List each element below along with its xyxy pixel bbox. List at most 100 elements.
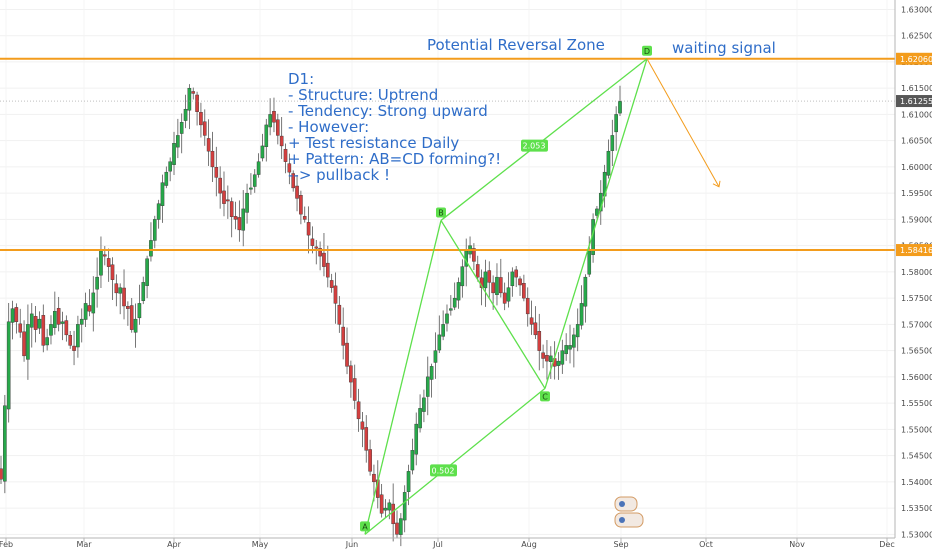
candle — [433, 332, 438, 379]
candle-body — [302, 216, 307, 220]
candle — [276, 113, 280, 145]
note-line-1: D1: — [288, 70, 314, 88]
candle-body — [137, 303, 142, 319]
price-tick-label: 1.54000 — [901, 478, 932, 487]
ratio-label-1: 2.053 — [523, 142, 546, 151]
price-tick-label: 1.56000 — [901, 373, 932, 382]
level-price-tag-2 — [896, 244, 932, 257]
candle — [356, 388, 361, 432]
ratio-badge-2[interactable] — [430, 464, 457, 477]
candle — [45, 328, 49, 351]
candle — [618, 85, 622, 117]
candle — [310, 226, 315, 254]
candle — [164, 166, 169, 189]
candle-body — [587, 250, 592, 275]
candle-body — [445, 313, 449, 324]
note-line-7: --> pullback ! — [288, 166, 390, 184]
candle-body — [533, 322, 538, 336]
candle — [264, 118, 269, 162]
candle-body — [83, 303, 88, 320]
point-c-marker[interactable] — [540, 391, 550, 402]
candle — [606, 139, 611, 179]
candle-body — [491, 282, 495, 294]
candle-body — [160, 182, 165, 206]
ratio-label-2: 0.502 — [432, 466, 455, 475]
candle-body — [206, 138, 211, 152]
candle — [572, 327, 576, 368]
candle — [95, 257, 99, 308]
projection-arrow[interactable] — [646, 58, 721, 188]
ratio-badge-1[interactable] — [521, 139, 548, 152]
waiting-signal-label: waiting signal — [672, 39, 776, 57]
candle-body — [126, 306, 130, 309]
candle — [145, 255, 149, 299]
candle — [595, 206, 599, 219]
candle — [241, 190, 246, 247]
candle — [191, 87, 196, 100]
candle-body — [45, 337, 49, 346]
candle-body — [545, 355, 549, 362]
candle-body — [568, 345, 572, 350]
abcd-pattern[interactable]: A B C D 2.053 0.502 — [360, 45, 652, 535]
candle — [179, 113, 184, 154]
candle-body — [449, 308, 453, 311]
candle — [156, 199, 161, 229]
candle-body — [379, 494, 384, 514]
current-price-tag — [896, 95, 932, 108]
candle-body — [176, 135, 180, 148]
candle-body — [610, 135, 615, 151]
candle — [37, 311, 42, 335]
candle — [268, 98, 272, 136]
level-price-label-2: 1.58416 — [900, 246, 932, 255]
leg-bc[interactable] — [440, 220, 546, 389]
arrow-shaft — [646, 58, 720, 188]
candle — [456, 277, 461, 309]
month-label: Nov — [789, 540, 805, 549]
candle — [33, 305, 38, 343]
price-tick-label: 1.59500 — [901, 189, 932, 198]
point-a-marker[interactable] — [360, 521, 370, 532]
time-axis[interactable]: Feb Mar Apr May Jun Jul Aug Sep Oct Nov Dec — [0, 538, 895, 549]
candle — [379, 483, 384, 518]
candle — [106, 248, 111, 282]
candle — [410, 438, 415, 475]
candle — [522, 274, 526, 302]
leg-cd[interactable] — [544, 58, 648, 389]
candle — [368, 439, 372, 476]
candle-body — [41, 315, 46, 346]
candle-body — [149, 240, 153, 257]
candle — [518, 276, 522, 296]
month-label: Feb — [0, 540, 13, 549]
point-b-marker[interactable] — [436, 207, 446, 218]
note-block[interactable]: D1: - Structure: Uptrend - Tendency: Str… — [288, 70, 501, 184]
point-d-marker[interactable] — [642, 45, 652, 56]
indicator-badges[interactable] — [614, 496, 644, 528]
candle-body — [387, 502, 392, 511]
candle — [287, 153, 292, 185]
candle — [352, 364, 357, 410]
candle-body — [310, 238, 315, 246]
candle-body — [33, 316, 38, 330]
candle — [525, 287, 530, 327]
candle-body — [37, 318, 42, 329]
candle-body — [391, 503, 395, 525]
horizontal-levels[interactable] — [0, 57, 895, 252]
leg-ab[interactable] — [364, 220, 442, 535]
candle — [279, 117, 284, 159]
candle — [545, 339, 549, 380]
candle — [110, 257, 115, 300]
candle-body — [22, 331, 26, 357]
candle-body — [202, 121, 207, 136]
candle — [60, 311, 65, 341]
badge-2[interactable] — [614, 512, 644, 528]
candle — [76, 315, 80, 358]
candle — [326, 245, 330, 288]
candle-body — [583, 276, 588, 307]
candle — [306, 206, 311, 254]
badge-1[interactable] — [614, 496, 638, 512]
ratio-line-ac[interactable] — [364, 387, 546, 535]
candle-body — [322, 252, 326, 267]
price-axis[interactable]: 1.630001.625001.620001.615001.610001.605… — [901, 5, 932, 539]
candle-body — [14, 307, 19, 322]
